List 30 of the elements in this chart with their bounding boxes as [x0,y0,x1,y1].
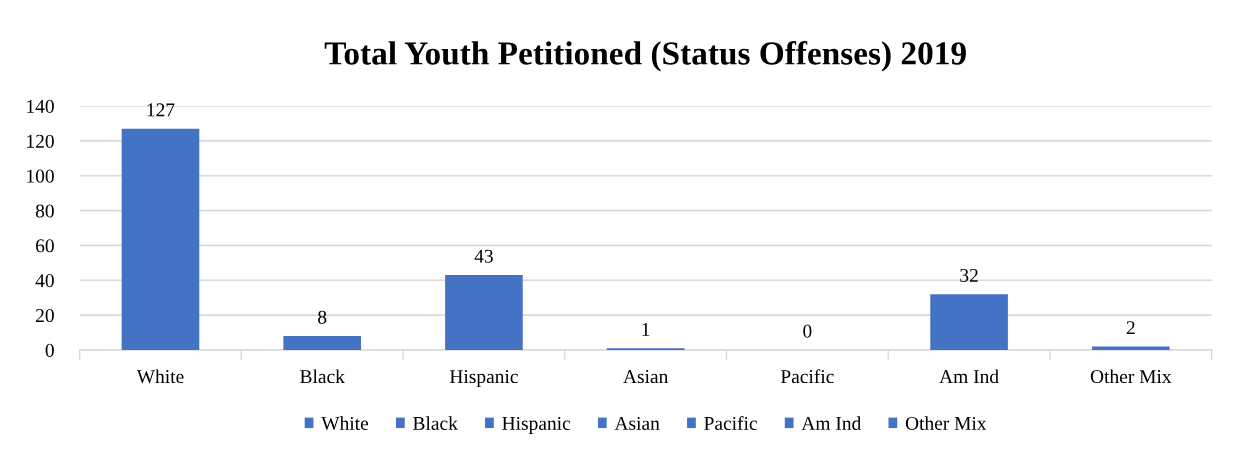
data-label: 8 [318,310,327,324]
x-tick-label: Hispanic [449,370,518,388]
y-tick-label: 80 [35,204,54,218]
x-tick-label: Am Ind [939,369,999,384]
data-label: 32 [960,268,978,282]
legend-label: Am Ind [801,416,862,430]
x-tick-label: Asian [623,370,669,384]
y-tick-label: 40 [35,274,54,288]
data-label: 1 [642,322,650,336]
y-tick-label: 20 [36,308,54,323]
legend-label: Hispanic [502,416,571,434]
y-tick-label: 120 [27,134,54,148]
data-label: 127 [147,103,175,117]
y-tick-label: 60 [36,239,54,253]
data-label: 0 [803,324,812,338]
legend-label: Black [413,416,458,430]
y-tick-label: 140 [27,99,54,113]
x-tick-label: Pacific [780,369,834,384]
legend-label: Other Mix [905,416,987,430]
y-tick-label: 0 [45,343,54,357]
data-label: 2 [1126,321,1135,335]
legend-label: Pacific [704,416,757,430]
legend-label: Asian [614,416,660,430]
data-label: 43 [474,249,493,263]
x-tick-label: White [136,369,184,384]
chart-title: Total Youth Petitioned (Status Offenses) 2019 [324,40,966,72]
legend-label: White [321,416,369,431]
y-tick-label: 100 [27,169,54,183]
x-tick-label: Other Mix [1090,369,1172,384]
x-tick-label: Black [300,369,345,384]
